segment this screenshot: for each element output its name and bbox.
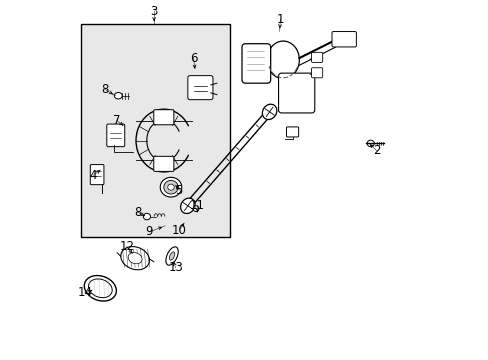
FancyBboxPatch shape bbox=[90, 165, 104, 185]
Text: 14: 14 bbox=[77, 287, 92, 300]
Text: 1: 1 bbox=[276, 13, 284, 26]
Ellipse shape bbox=[143, 213, 150, 220]
Ellipse shape bbox=[366, 140, 373, 147]
Text: 9: 9 bbox=[145, 225, 153, 238]
Ellipse shape bbox=[165, 247, 178, 265]
Text: 7: 7 bbox=[113, 114, 121, 127]
FancyBboxPatch shape bbox=[286, 127, 298, 137]
Text: 8: 8 bbox=[102, 83, 109, 96]
Text: 4: 4 bbox=[89, 169, 97, 182]
FancyBboxPatch shape bbox=[331, 32, 356, 47]
Ellipse shape bbox=[160, 177, 182, 197]
Ellipse shape bbox=[262, 104, 276, 120]
Text: 5: 5 bbox=[175, 184, 183, 197]
Ellipse shape bbox=[84, 275, 116, 301]
Ellipse shape bbox=[121, 247, 149, 270]
FancyBboxPatch shape bbox=[187, 76, 212, 100]
Text: 11: 11 bbox=[189, 199, 204, 212]
FancyBboxPatch shape bbox=[311, 68, 322, 78]
Ellipse shape bbox=[266, 41, 299, 79]
Text: 8: 8 bbox=[134, 206, 141, 219]
Text: 10: 10 bbox=[171, 224, 186, 237]
Text: 3: 3 bbox=[150, 5, 158, 18]
Text: 12: 12 bbox=[119, 240, 134, 253]
FancyBboxPatch shape bbox=[242, 44, 270, 83]
Text: 13: 13 bbox=[168, 261, 183, 274]
Ellipse shape bbox=[193, 206, 199, 212]
Bar bbox=[81, 24, 230, 237]
Ellipse shape bbox=[128, 253, 142, 264]
Ellipse shape bbox=[88, 279, 112, 298]
Ellipse shape bbox=[163, 180, 178, 194]
Text: 6: 6 bbox=[189, 52, 197, 65]
FancyBboxPatch shape bbox=[278, 73, 314, 113]
Ellipse shape bbox=[114, 93, 122, 99]
FancyBboxPatch shape bbox=[106, 124, 124, 147]
Text: 2: 2 bbox=[372, 144, 380, 157]
FancyBboxPatch shape bbox=[153, 110, 174, 125]
Ellipse shape bbox=[169, 252, 174, 260]
Ellipse shape bbox=[167, 184, 174, 190]
FancyBboxPatch shape bbox=[311, 52, 322, 62]
Ellipse shape bbox=[180, 198, 195, 213]
FancyBboxPatch shape bbox=[153, 156, 174, 171]
